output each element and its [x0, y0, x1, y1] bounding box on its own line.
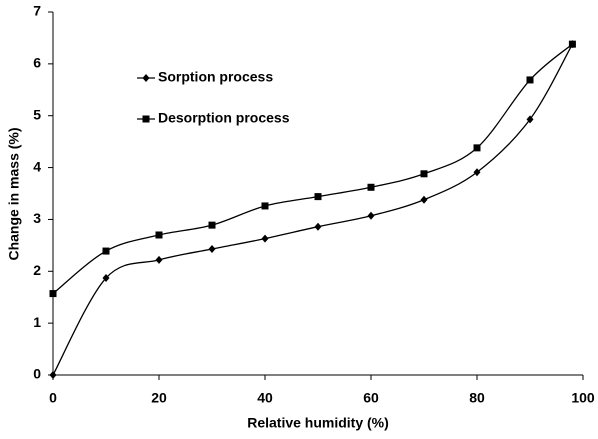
y-tick-label: 6	[33, 55, 41, 71]
y-tick-label: 7	[33, 3, 41, 19]
marker	[568, 40, 576, 48]
y-tick-label: 4	[33, 158, 41, 174]
marker	[208, 244, 216, 253]
x-tick-label: 80	[469, 390, 485, 406]
series-line	[52, 43, 573, 376]
x-tick-label: 60	[363, 390, 379, 406]
y-tick-label: 1	[33, 314, 41, 330]
marker	[314, 193, 322, 201]
y-tick-label: 0	[33, 366, 41, 382]
x-axis-label: Relative humidity (%)	[247, 415, 389, 431]
x-tick-label: 100	[571, 390, 595, 406]
y-tick-label: 5	[33, 106, 41, 122]
marker	[473, 168, 481, 177]
y-tick-label: 3	[33, 210, 41, 226]
marker	[420, 195, 428, 204]
x-tick-label: 0	[49, 390, 57, 406]
marker	[473, 144, 481, 152]
marker	[49, 371, 57, 379]
x-tick-label: 40	[257, 390, 273, 406]
marker	[526, 115, 534, 124]
y-axis-label: Change in mass (%)	[6, 127, 22, 260]
legend-label: Desorption process	[158, 110, 290, 126]
marker	[261, 234, 269, 243]
marker	[49, 290, 57, 298]
marker	[420, 170, 428, 178]
marker	[155, 255, 163, 264]
marker	[155, 231, 163, 239]
marker	[208, 221, 216, 229]
legend-marker	[142, 74, 150, 82]
legend-marker	[142, 115, 150, 123]
legend-label: Sorption process	[158, 69, 273, 85]
marker	[526, 76, 534, 84]
y-tick-label: 2	[33, 262, 41, 278]
marker	[367, 183, 375, 191]
marker	[261, 202, 269, 210]
x-tick-label: 20	[151, 390, 167, 406]
marker	[367, 211, 375, 220]
marker	[314, 222, 322, 231]
marker	[102, 274, 110, 283]
marker	[102, 247, 110, 255]
series-line	[52, 43, 573, 295]
